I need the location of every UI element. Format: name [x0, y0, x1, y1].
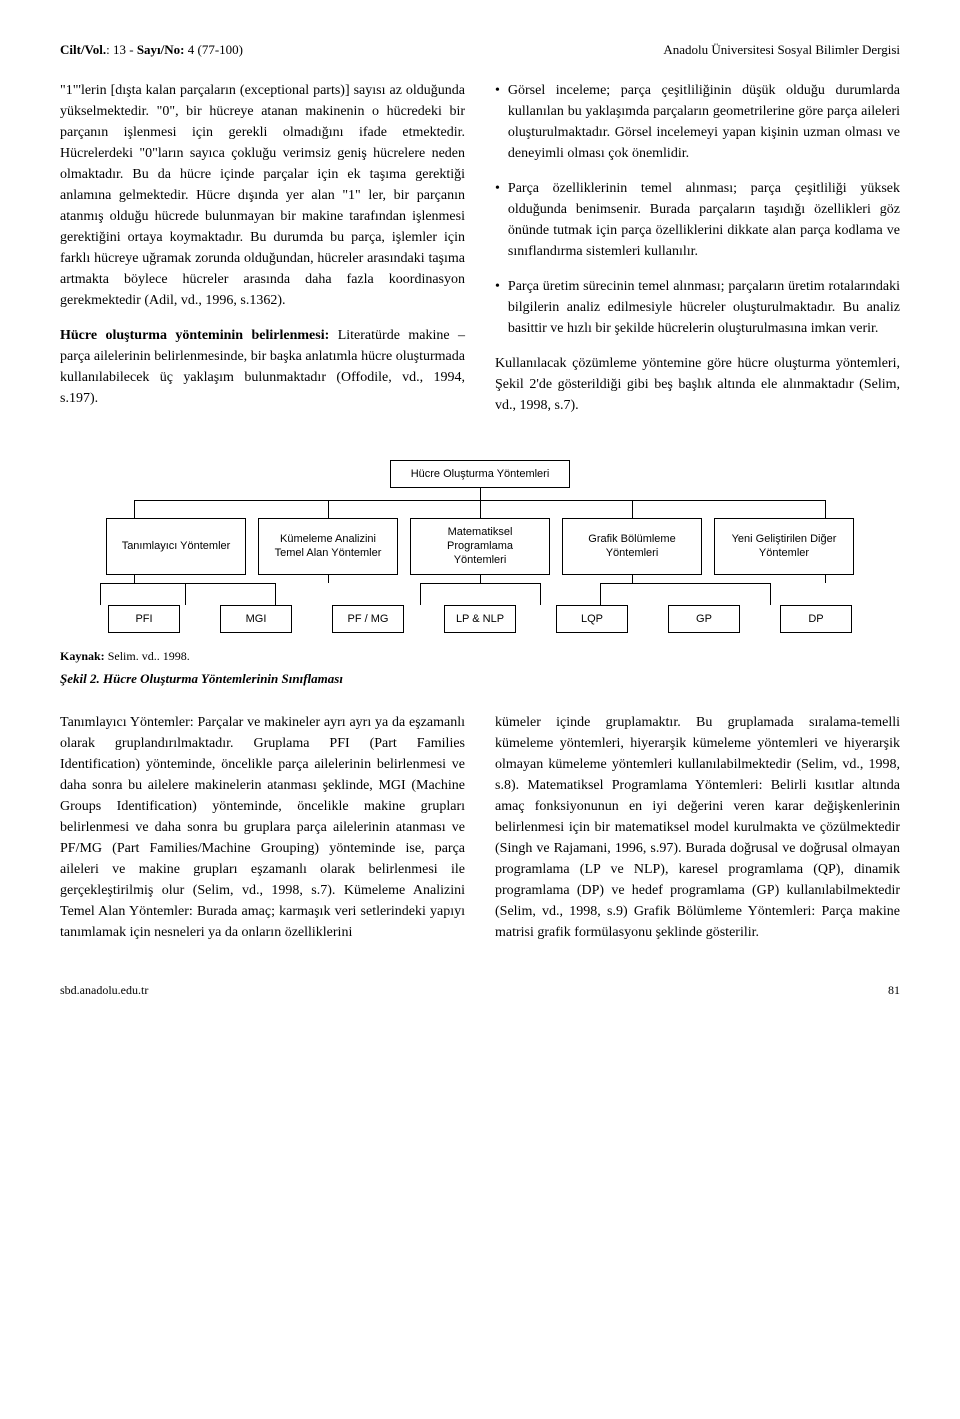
bullet-3: • Parça üretim sürecinin temel alınması;…: [495, 276, 900, 339]
source-label: Kaynak:: [60, 649, 105, 663]
bullet-1: • Görsel inceleme; parça çeşitliliğinin …: [495, 80, 900, 164]
bullet-3-text: Parça üretim sürecinin temel alınması; p…: [508, 276, 900, 339]
right-column: • Görsel inceleme; parça çeşitliliğinin …: [495, 80, 900, 430]
left-p1: "1"'lerin [dışta kalan parçaların (excep…: [60, 80, 465, 311]
bullet-icon: •: [495, 178, 500, 262]
sayi-label: Sayı/No:: [137, 42, 185, 57]
left-p2-heading: Hücre oluşturma yönteminin belirlenmesi:: [60, 328, 329, 343]
cilt-label: Cilt/Vol.: [60, 42, 106, 57]
l2-box-2: Matematiksel Programlama Yöntemleri: [410, 518, 550, 575]
footer-url: sbd.anadolu.edu.tr: [60, 981, 148, 999]
l3-box-2: PF / MG: [332, 605, 404, 633]
l3-box-5: GP: [668, 605, 740, 633]
diagram-source: Kaynak: Selim. vd.. 1998.: [60, 647, 900, 665]
page-header: Cilt/Vol.: 13 - Sayı/No: 4 (77-100) Anad…: [60, 40, 900, 60]
bullet-2-text: Parça özelliklerinin temel alınması; par…: [508, 178, 900, 262]
source-text: Selim. vd.. 1998.: [105, 649, 190, 663]
bullet-icon: •: [495, 80, 500, 164]
tree-root-box: Hücre Oluşturma Yöntemleri: [390, 460, 570, 488]
l2-box-1: Kümeleme Analizini Temel Alan Yöntemler: [258, 518, 398, 575]
connector-l2: [60, 575, 900, 605]
left-column: "1"'lerin [dışta kalan parçaların (excep…: [60, 80, 465, 430]
bottom-left-p: Tanımlayıcı Yöntemler: Parçalar ve makin…: [60, 712, 465, 943]
l3-box-0: PFI: [108, 605, 180, 633]
right-p1: Kullanılacak çözümleme yöntemine göre hü…: [495, 353, 900, 416]
page-footer: sbd.anadolu.edu.tr 81: [60, 981, 900, 999]
connector-root: [60, 488, 900, 518]
bottom-right-p: kümeler içinde gruplamaktır. Bu gruplama…: [495, 712, 900, 943]
l2-box-4: Yeni Geliştirilen Diğer Yöntemler: [714, 518, 854, 575]
cell-formation-tree: Hücre Oluşturma Yöntemleri Tanımlayıcı Y…: [60, 460, 900, 633]
header-left: Cilt/Vol.: 13 - Sayı/No: 4 (77-100): [60, 40, 243, 60]
page-number: 81: [888, 981, 900, 999]
bullet-icon: •: [495, 276, 500, 339]
l2-box-3: Grafik Bölümleme Yöntemleri: [562, 518, 702, 575]
journal-title: Anadolu Üniversitesi Sosyal Bilimler Der…: [663, 40, 900, 60]
tree-level3: PFI MGI PF / MG LP & NLP LQP GP DP: [60, 605, 900, 633]
tree-root-level: Hücre Oluşturma Yöntemleri: [60, 460, 900, 488]
bottom-right-column: kümeler içinde gruplamaktır. Bu gruplama…: [495, 712, 900, 957]
bullet-1-text: Görsel inceleme; parça çeşitliliğinin dü…: [508, 80, 900, 164]
l3-box-4: LQP: [556, 605, 628, 633]
bottom-left-column: Tanımlayıcı Yöntemler: Parçalar ve makin…: [60, 712, 465, 957]
l3-box-3: LP & NLP: [444, 605, 516, 633]
l3-box-6: DP: [780, 605, 852, 633]
left-p2: Hücre oluşturma yönteminin belirlenmesi:…: [60, 325, 465, 409]
bullet-2: • Parça özelliklerinin temel alınması; p…: [495, 178, 900, 262]
sayi-val: 4 (77-100): [184, 42, 243, 57]
l3-box-1: MGI: [220, 605, 292, 633]
top-columns: "1"'lerin [dışta kalan parçaların (excep…: [60, 80, 900, 430]
tree-level2: Tanımlayıcı Yöntemler Kümeleme Analizini…: [60, 518, 900, 575]
bottom-columns: Tanımlayıcı Yöntemler: Parçalar ve makin…: [60, 712, 900, 957]
l2-box-0: Tanımlayıcı Yöntemler: [106, 518, 246, 575]
cilt-vol: : 13 -: [106, 42, 137, 57]
figure-caption: Şekil 2. Hücre Oluşturma Yöntemlerinin S…: [60, 669, 900, 689]
